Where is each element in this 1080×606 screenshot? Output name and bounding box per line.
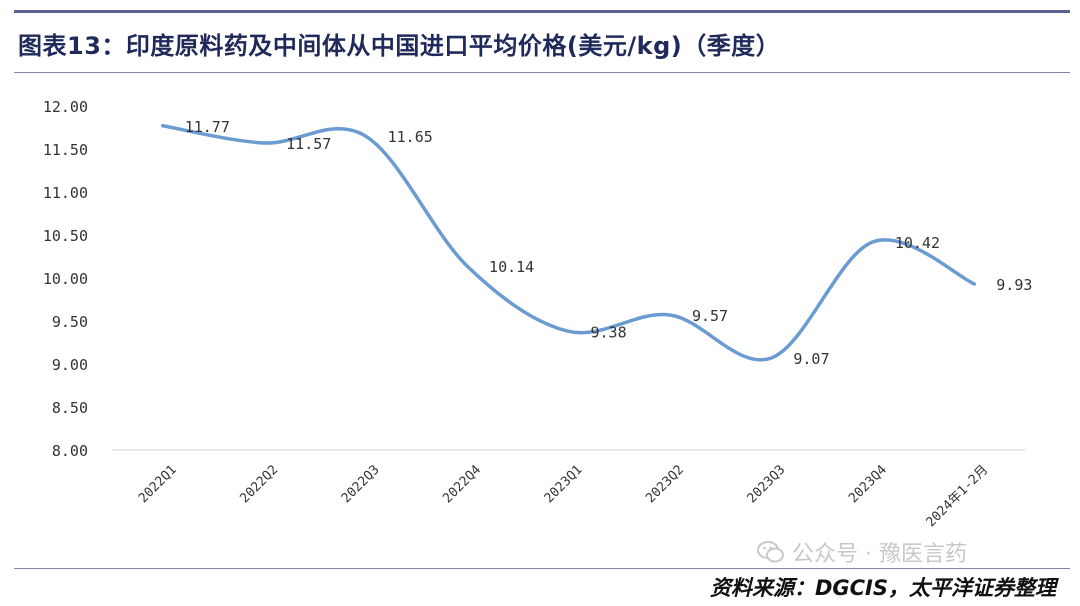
data-label: 9.07	[793, 350, 829, 368]
y-tick-label: 11.50	[43, 141, 88, 159]
y-tick-label: 10.50	[43, 227, 88, 245]
x-category-label: 2022Q4	[440, 462, 484, 506]
y-tick-label: 11.00	[43, 184, 88, 202]
source-note: 资料来源：DGCIS，太平洋证券整理	[709, 576, 1056, 600]
y-tick-label: 9.50	[52, 313, 88, 331]
x-category-label: 2023Q1	[542, 462, 586, 506]
y-tick-label: 9.00	[52, 356, 88, 374]
x-category-label: 2023Q4	[846, 462, 890, 506]
series-line	[160, 124, 977, 362]
watermark: 公众号 · 豫医言药	[756, 536, 967, 568]
y-tick-label: 12.00	[43, 98, 88, 116]
watermark-text: 公众号 · 豫医言药	[792, 542, 967, 567]
data-label: 10.14	[489, 258, 534, 276]
data-label: 9.57	[692, 307, 728, 325]
y-tick-label: 8.50	[52, 399, 88, 417]
bottom-divider	[14, 568, 1070, 569]
y-tick-label: 10.00	[43, 270, 88, 288]
wechat-icon	[757, 541, 784, 563]
data-label: 11.57	[286, 135, 331, 153]
x-category-label: 2024年1-2月	[924, 462, 992, 530]
x-category-label: 2022Q1	[136, 462, 180, 506]
x-category-label: 2022Q3	[339, 462, 383, 506]
x-category-label: 2023Q3	[745, 462, 789, 506]
chart-title: 图表13：印度原料药及中间体从中国进口平均价格(美元/kg)（季度）	[18, 32, 781, 60]
data-label: 10.42	[895, 234, 940, 252]
y-tick-label: 8.00	[52, 442, 88, 460]
top-rule	[14, 10, 1070, 13]
data-label: 9.38	[591, 323, 627, 341]
data-label: 11.65	[388, 128, 433, 146]
data-label: 11.77	[185, 118, 230, 136]
data-label: 9.93	[996, 276, 1032, 294]
x-category-label: 2022Q2	[237, 462, 281, 506]
title-divider	[14, 72, 1070, 73]
x-category-label: 2023Q2	[643, 462, 687, 506]
